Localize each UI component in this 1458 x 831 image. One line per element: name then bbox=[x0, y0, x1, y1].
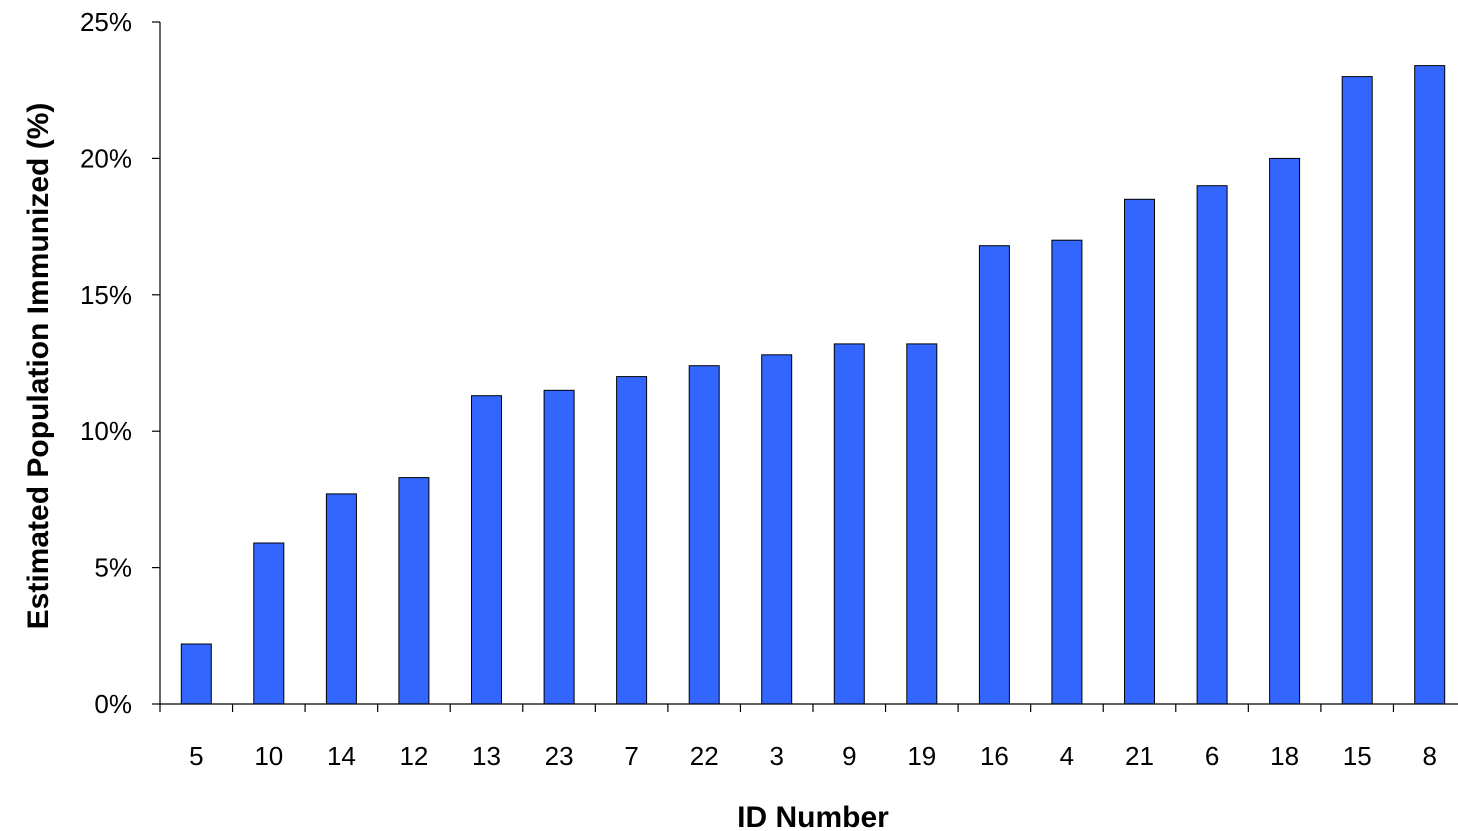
axes-layer bbox=[152, 21, 1458, 712]
x-tick-label: 5 bbox=[189, 741, 203, 771]
y-tick-label: 25% bbox=[80, 7, 132, 37]
bar-3 bbox=[761, 354, 793, 705]
bar-9 bbox=[833, 343, 865, 705]
x-tick-label: 12 bbox=[399, 741, 428, 771]
bar-4 bbox=[1051, 239, 1083, 705]
x-tick-label: 21 bbox=[1125, 741, 1154, 771]
x-tick-label: 19 bbox=[907, 741, 936, 771]
bar-16 bbox=[978, 245, 1010, 705]
bar-8 bbox=[1414, 65, 1446, 705]
bar-5 bbox=[180, 643, 212, 705]
bar-21 bbox=[1124, 198, 1155, 705]
y-tick-label: 10% bbox=[80, 416, 132, 446]
x-tick-label: 8 bbox=[1422, 741, 1436, 771]
y-tick-label: 15% bbox=[80, 280, 132, 310]
bar-7 bbox=[616, 376, 648, 705]
x-tick-label: 4 bbox=[1060, 741, 1074, 771]
x-tick-labels: 5 10 14 12 13 23 7 22 3 9 19 16 4 21 6 18 15 8 bbox=[189, 741, 1437, 771]
x-axis-title: ID Number bbox=[737, 801, 889, 831]
x-tick-label: 18 bbox=[1270, 741, 1299, 771]
bar-12 bbox=[398, 477, 430, 705]
y-tick-labels: 0% 5% 10% 15% 20% 25% bbox=[80, 7, 132, 719]
y-tick-label: 20% bbox=[80, 143, 132, 173]
x-tick-label: 10 bbox=[254, 741, 283, 771]
x-tick-label: 3 bbox=[769, 741, 783, 771]
x-tick-label: 7 bbox=[624, 741, 638, 771]
x-tick-label: 9 bbox=[842, 741, 856, 771]
bar-6 bbox=[1196, 185, 1228, 705]
y-tick-label: 0% bbox=[94, 689, 132, 719]
bars-layer bbox=[180, 65, 1446, 705]
x-tick-label: 14 bbox=[327, 741, 356, 771]
bar-10 bbox=[253, 542, 285, 705]
x-tick-label: 16 bbox=[980, 741, 1009, 771]
bar-19 bbox=[906, 343, 938, 705]
x-tick-label: 22 bbox=[690, 741, 719, 771]
bar-22 bbox=[688, 365, 720, 705]
x-tick-label: 23 bbox=[545, 741, 574, 771]
x-tick-label: 6 bbox=[1205, 741, 1219, 771]
x-tick-label: 13 bbox=[472, 741, 501, 771]
y-axis-title: Estimated Population Immunized (%) bbox=[22, 103, 55, 630]
bar-23 bbox=[543, 389, 575, 705]
bar-18 bbox=[1269, 157, 1301, 705]
x-tick-label: 15 bbox=[1343, 741, 1372, 771]
bar-15 bbox=[1341, 76, 1373, 705]
y-tick-label: 5% bbox=[94, 553, 132, 583]
bar-14 bbox=[325, 493, 357, 705]
bar-13 bbox=[471, 395, 502, 705]
